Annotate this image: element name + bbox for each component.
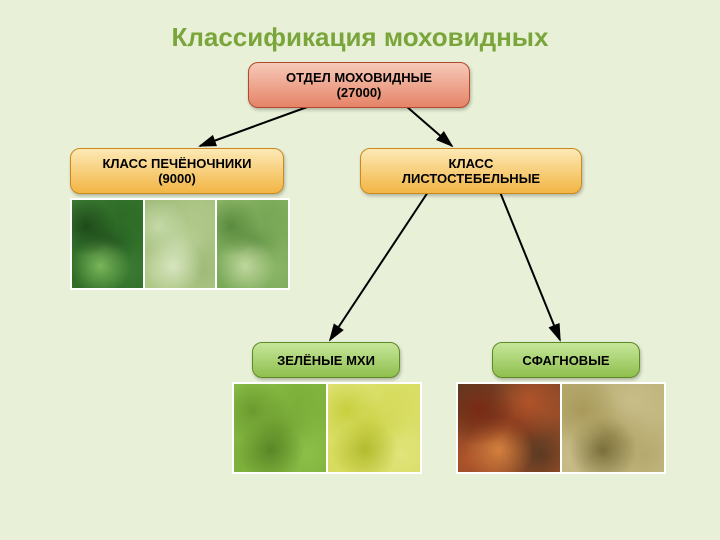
image-placeholder	[458, 384, 560, 472]
image-group-green	[232, 382, 422, 474]
page-title: Классификация моховидных	[0, 22, 720, 53]
image-placeholder	[328, 384, 420, 472]
node-class-liverworts: КЛАСС ПЕЧЁНОЧНИКИ (9000)	[70, 148, 284, 194]
image-group-liverworts	[70, 198, 290, 290]
image-placeholder	[562, 384, 664, 472]
node-sphagnum: СФАГНОВЫЕ	[492, 342, 640, 378]
image-placeholder	[145, 200, 216, 288]
image-placeholder	[72, 200, 143, 288]
image-placeholder	[234, 384, 326, 472]
node-green-mosses: ЗЕЛЁНЫЕ МХИ	[252, 342, 400, 378]
image-placeholder	[217, 200, 288, 288]
diagram-stage: Классификация моховидных ОТДЕЛ МОХОВИДНЫ…	[0, 0, 720, 540]
node-division-bryophytes: ОТДЕЛ МОХОВИДНЫЕ (27000)	[248, 62, 470, 108]
image-group-sphagnum	[456, 382, 666, 474]
node-class-leafy: КЛАСС ЛИСТОСТЕБЕЛЬНЫЕ	[360, 148, 582, 194]
